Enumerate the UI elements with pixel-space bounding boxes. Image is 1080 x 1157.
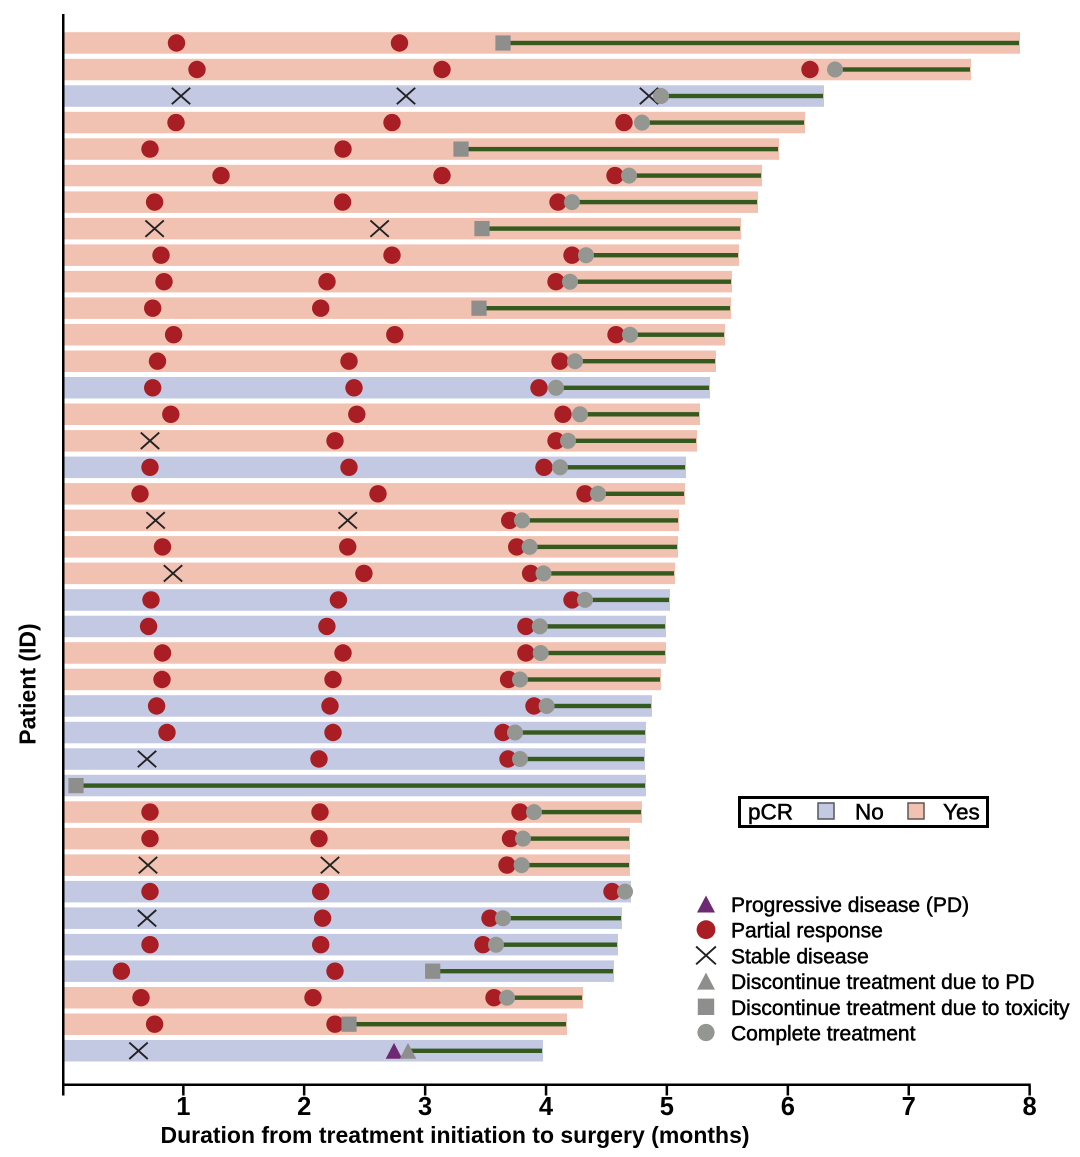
svg-text:Progressive disease (PD): Progressive disease (PD) bbox=[731, 894, 969, 917]
svg-text:2: 2 bbox=[297, 1093, 311, 1121]
svg-text:Duration from treatment initia: Duration from treatment initiation to su… bbox=[160, 1122, 749, 1148]
svg-text:5: 5 bbox=[660, 1093, 674, 1121]
svg-text:6: 6 bbox=[781, 1093, 795, 1121]
svg-text:4: 4 bbox=[539, 1093, 554, 1121]
svg-text:Discontinue treatment due to t: Discontinue treatment due to toxicity bbox=[731, 997, 1070, 1020]
svg-text:Stable disease: Stable disease bbox=[731, 945, 869, 968]
svg-text:Patient (ID): Patient (ID) bbox=[15, 623, 41, 744]
svg-text:Partial response: Partial response bbox=[731, 920, 883, 943]
svg-text:Yes: Yes bbox=[943, 800, 980, 825]
svg-text:1: 1 bbox=[176, 1093, 190, 1121]
svg-text:No: No bbox=[855, 800, 884, 825]
svg-text:8: 8 bbox=[1023, 1093, 1037, 1121]
svg-text:3: 3 bbox=[418, 1093, 432, 1121]
svg-text:Discontinue treatment due to P: Discontinue treatment due to PD bbox=[731, 971, 1035, 994]
svg-text:7: 7 bbox=[902, 1093, 916, 1121]
svg-text:Complete treatment: Complete treatment bbox=[731, 1023, 916, 1046]
svg-text:pCR: pCR bbox=[748, 800, 793, 825]
